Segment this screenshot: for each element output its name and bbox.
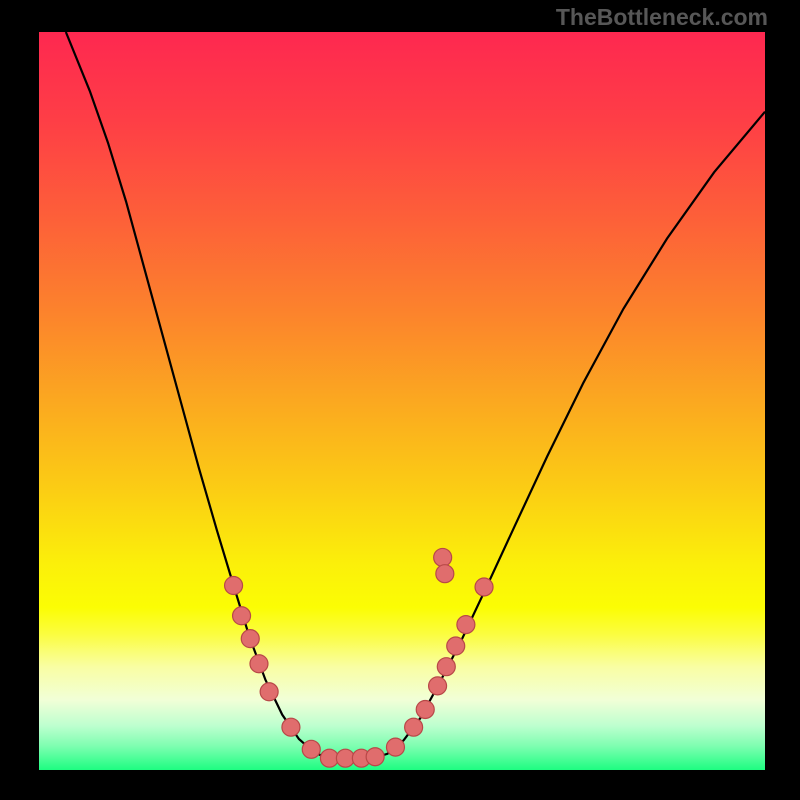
data-point: [434, 548, 452, 566]
data-point: [366, 748, 384, 766]
data-point: [429, 677, 447, 695]
data-point: [405, 718, 423, 736]
data-point: [386, 738, 404, 756]
data-point: [416, 700, 434, 718]
data-point: [336, 749, 354, 767]
plot-background: [39, 32, 765, 770]
watermark: TheBottleneck.com: [556, 4, 768, 31]
data-point: [320, 749, 338, 767]
data-point: [302, 740, 320, 758]
bottleneck-chart: TheBottleneck.com: [0, 0, 800, 800]
chart-svg: [0, 0, 800, 800]
data-point: [260, 683, 278, 701]
data-point: [475, 578, 493, 596]
data-point: [250, 655, 268, 673]
data-point: [457, 616, 475, 634]
data-point: [282, 718, 300, 736]
data-point: [437, 658, 455, 676]
data-point: [436, 565, 454, 583]
data-point: [233, 607, 251, 625]
data-point: [225, 577, 243, 595]
data-point: [447, 637, 465, 655]
data-point: [241, 630, 259, 648]
